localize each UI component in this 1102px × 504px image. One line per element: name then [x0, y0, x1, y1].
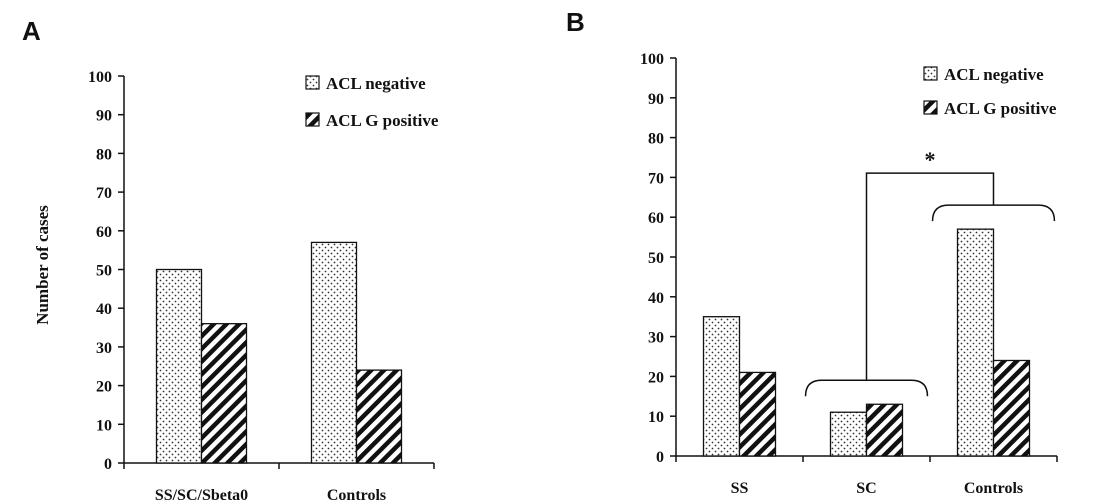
y-tick-label: 50 [648, 250, 664, 267]
y-tick-label: 70 [648, 170, 664, 187]
significance-marker: * [925, 147, 936, 172]
legend-label-acl-negative: ACL negative [326, 74, 426, 93]
y-tick-label: 90 [96, 108, 112, 125]
y-tick-label: 60 [96, 224, 112, 241]
y-tick-label: 10 [648, 409, 664, 426]
y-tick-label: 50 [96, 263, 112, 280]
x-category-label: SS/SC/Sbeta0 [155, 487, 248, 504]
legend: ACL negative ACL G positive [923, 65, 1057, 118]
y-tick-label: 20 [96, 379, 112, 396]
y-tick-label: 30 [648, 330, 664, 347]
y-tick-label: 20 [648, 369, 664, 386]
legend: ACL negative ACL G positive [305, 74, 439, 130]
y-tick-label: 40 [648, 290, 664, 307]
y-tick-label: 60 [648, 210, 664, 227]
panel-letter-b: B [566, 7, 585, 37]
y-tick-label: 70 [96, 185, 112, 202]
legend-label-acl-g-positive: ACL G positive [326, 111, 439, 130]
x-category-label: Controls [964, 480, 1023, 497]
legend-swatch-acl-negative [305, 75, 320, 90]
bar-acl-g-positive-ss [738, 371, 777, 457]
chart-panel-a: A Number of cases ACL negative ACL G pos… [22, 16, 439, 504]
chart-panel-b: B ACL negative ACL G positive 0 10 20 30 40 5… [566, 7, 1058, 497]
y-tick-label: 40 [96, 301, 112, 318]
legend-swatch-acl-g-positive [305, 112, 320, 127]
legend-swatch-acl-negative [923, 66, 938, 81]
bar-acl-g-positive-ss-sc-sbeta0 [200, 323, 248, 464]
y-tick-label: 0 [104, 456, 112, 473]
bar-acl-g-positive-controls [355, 369, 403, 464]
y-tick-label: 10 [96, 417, 112, 434]
y-tick-label: 100 [88, 69, 112, 86]
legend-swatch-acl-g-positive [923, 100, 938, 115]
x-category-label: SS [731, 480, 749, 497]
bar-acl-g-positive-controls [992, 359, 1031, 457]
y-tick-label: 100 [640, 51, 664, 68]
x-category-label: SC [856, 480, 876, 497]
legend-label-acl-g-positive: ACL G positive [944, 99, 1057, 118]
bar-acl-negative-ss [702, 316, 741, 457]
bar-acl-negative-controls [956, 228, 995, 457]
y-tick-label: 90 [648, 91, 664, 108]
group-brace-sc [804, 379, 929, 397]
panel-letter-a: A [22, 16, 41, 46]
y-tick-label: 30 [96, 340, 112, 357]
bar-acl-negative-sc [829, 411, 868, 457]
bar-acl-g-positive-sc [865, 403, 904, 457]
bar-acl-negative-ss-sc-sbeta0 [155, 268, 203, 464]
y-tick-label: 80 [648, 131, 664, 148]
legend-label-acl-negative: ACL negative [944, 65, 1044, 84]
bar-acl-negative-controls [310, 241, 358, 464]
significance-bracket [865, 172, 995, 381]
group-brace-controls [931, 204, 1056, 222]
y-axis-label: Number of cases [33, 205, 52, 325]
y-tick-label: 0 [656, 449, 664, 466]
x-category-label: Controls [327, 487, 386, 504]
y-tick-label: 80 [96, 146, 112, 163]
